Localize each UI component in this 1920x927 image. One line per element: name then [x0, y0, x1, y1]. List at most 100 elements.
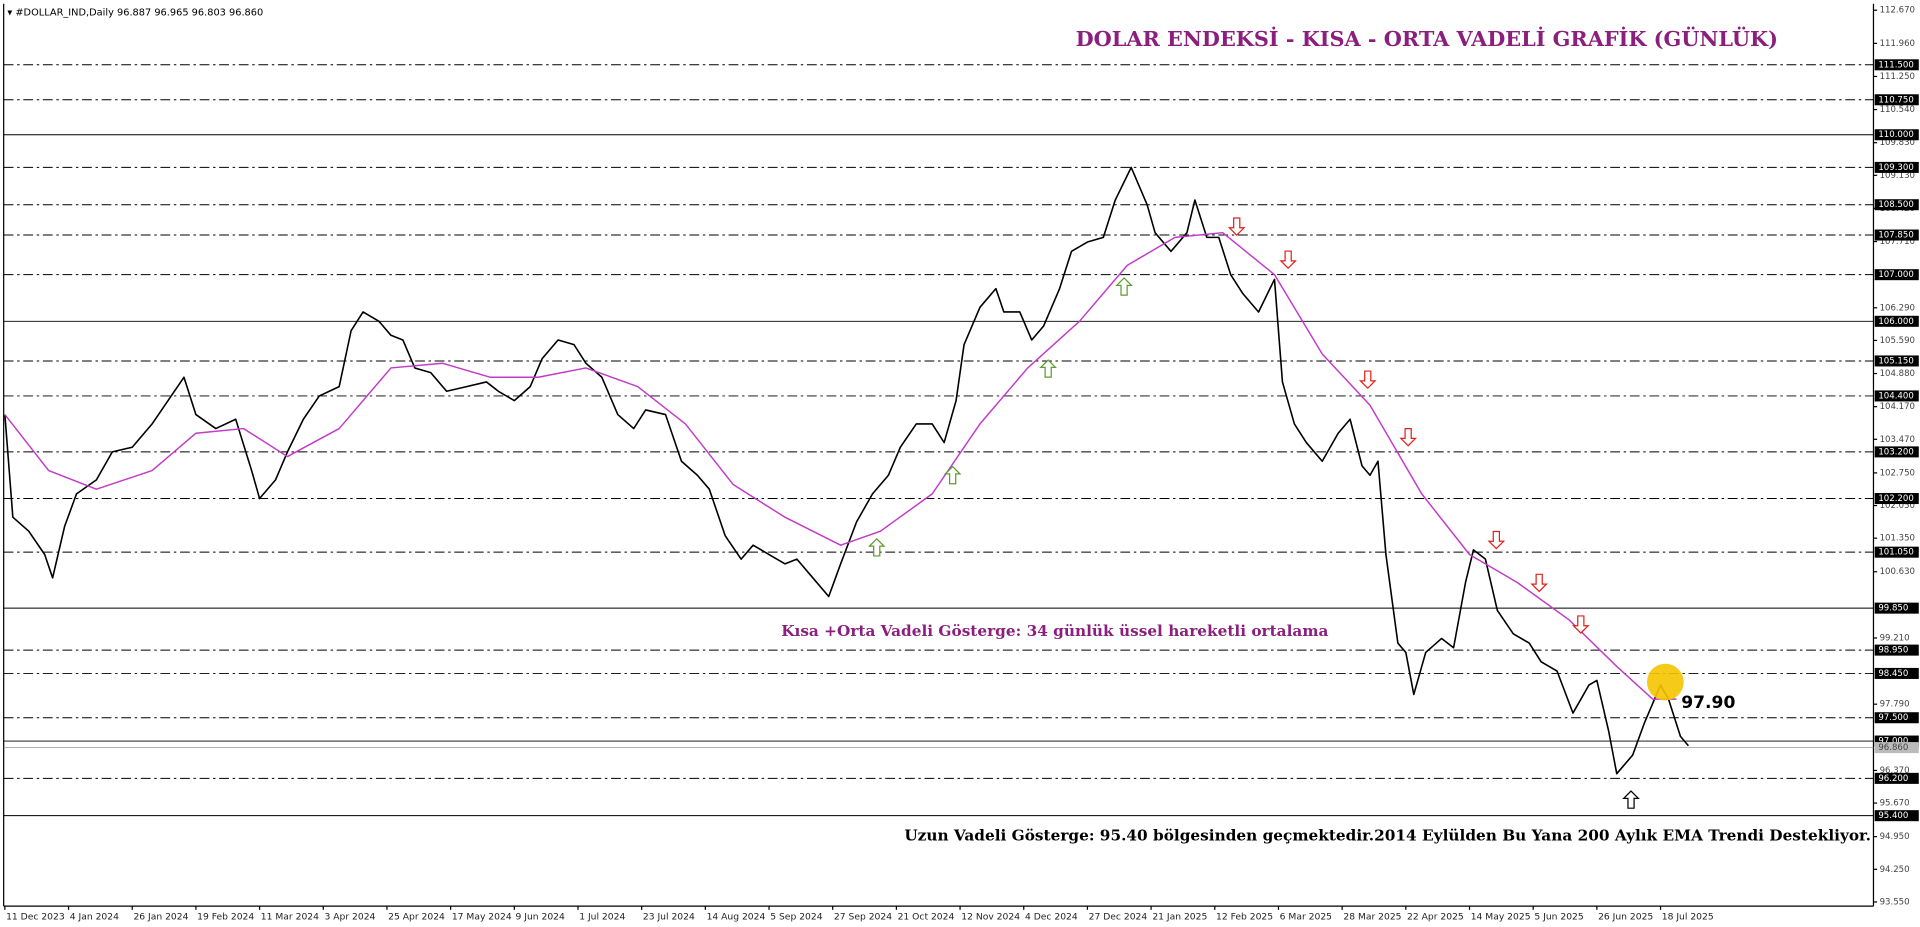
level-label: 96.200	[1878, 774, 1908, 784]
x-tick-label: 25 Apr 2024	[388, 912, 445, 923]
level-label: 101.050	[1878, 548, 1913, 558]
x-tick-label: 18 Jul 2025	[1662, 912, 1714, 923]
x-tick-label: 27 Dec 2024	[1089, 912, 1148, 923]
y-tick-label: 101.350	[1880, 534, 1915, 544]
y-tick-label: 95.670	[1880, 799, 1910, 809]
y-tick-label: 105.590	[1880, 336, 1915, 346]
x-tick-label: 3 Apr 2024	[324, 912, 375, 923]
y-tick-label: 112.670	[1880, 6, 1915, 16]
y-tick-label: 99.210	[1880, 633, 1910, 643]
x-tick-label: 5 Sep 2024	[770, 912, 822, 923]
level-label-box	[1874, 602, 1919, 614]
level-label: 110.000	[1878, 130, 1913, 140]
x-tick-label: 11 Dec 2023	[6, 912, 65, 923]
down-arrow	[1227, 217, 1246, 236]
x-tick-label: 27 Sep 2024	[834, 912, 892, 923]
down-arrow	[1571, 615, 1590, 634]
level-label-box	[1874, 446, 1919, 458]
x-tick-label: 12 Nov 2024	[961, 912, 1020, 923]
level-label-box	[1874, 735, 1919, 747]
x-axis: 11 Dec 2023 4 Jan 2024 26 Jan 2024 19 Feb 2…	[4, 906, 1714, 923]
x-tick-label: 19 Feb 2024	[197, 912, 254, 923]
up-arrow	[943, 465, 962, 485]
level-label-box	[1874, 161, 1919, 173]
chart-header: ▾ #DOLLAR_IND,Daily 96.887 96.965 96.803…	[7, 7, 263, 18]
x-tick-label: 23 Jul 2024	[643, 912, 695, 923]
x-tick-label: 14 May 2025	[1471, 912, 1531, 923]
x-tick-label: 9 Jun 2024	[516, 912, 566, 923]
down-arrow	[1279, 250, 1297, 270]
level-label: 107.850	[1878, 231, 1913, 241]
last-price-box	[1874, 742, 1919, 754]
level-label-box	[1874, 269, 1919, 281]
y-tick-label: 109.130	[1880, 171, 1915, 181]
down-arrow	[1487, 530, 1506, 550]
level-label: 110.750	[1878, 95, 1913, 105]
level-label: 109.300	[1878, 163, 1913, 173]
level-label-box	[1874, 667, 1919, 679]
up-arrow	[1039, 359, 1057, 378]
series-line	[4, 231, 1677, 700]
down-arrow	[1530, 573, 1549, 593]
up-arrow	[1622, 790, 1640, 809]
series-line	[4, 166, 1690, 775]
y-tick-label: 104.170	[1880, 402, 1915, 412]
level-label: 99.850	[1878, 604, 1908, 614]
level-label-box	[1874, 493, 1919, 505]
level-label-box	[1874, 644, 1919, 656]
y-tick-label: 94.950	[1880, 832, 1910, 842]
level-label: 104.400	[1878, 391, 1913, 401]
x-tick-label: 21 Oct 2024	[898, 912, 955, 923]
x-tick-label: 28 Mar 2025	[1343, 912, 1401, 923]
x-tick-label: 21 Jan 2025	[1152, 912, 1207, 923]
plot	[4, 166, 1690, 775]
level-label: 106.000	[1878, 317, 1913, 327]
x-tick-label: 11 Mar 2024	[261, 912, 319, 923]
level-label-box	[1874, 199, 1919, 211]
y-tick-label: 104.880	[1880, 369, 1915, 379]
last-price-label: 96.860	[1878, 743, 1908, 753]
y-tick-label: 96.370	[1880, 766, 1910, 776]
level-label: 103.200	[1878, 447, 1913, 457]
y-tick-label: 111.960	[1880, 39, 1915, 49]
y-tick-label: 93.550	[1880, 897, 1910, 907]
level-label: 97.500	[1878, 713, 1908, 723]
x-tick-label: 17 May 2024	[452, 912, 512, 923]
level-label-box	[1874, 315, 1919, 327]
y-tick-label: 102.050	[1880, 501, 1915, 511]
annotation: Kısa +Orta Vadeli Gösterge: 34 günlük üs…	[781, 622, 1328, 640]
level-label-box	[1874, 810, 1919, 822]
y-tick-label: 102.750	[1880, 468, 1915, 478]
level-label-box	[1874, 59, 1919, 71]
y-tick-label: 109.830	[1880, 138, 1915, 148]
level-label-box	[1874, 229, 1919, 241]
x-tick-label: 14 Aug 2024	[707, 912, 766, 923]
x-tick-label: 4 Dec 2024	[1025, 912, 1078, 923]
y-tick-label: 94.250	[1880, 865, 1910, 875]
level-label: 108.500	[1878, 200, 1913, 210]
level-label-box	[1874, 94, 1919, 106]
level-label: 111.500	[1878, 60, 1913, 70]
y-tick-label: 106.290	[1880, 303, 1915, 313]
level-label-box	[1874, 129, 1919, 141]
level-label: 95.400	[1878, 811, 1908, 821]
level-label-box	[1874, 390, 1919, 402]
level-label: 105.150	[1878, 356, 1913, 366]
y-tick-label: 111.250	[1880, 72, 1915, 82]
level-label-box	[1874, 712, 1919, 724]
chart-title: DOLAR ENDEKSİ - KISA - ORTA VADELİ GRAFİ…	[1076, 26, 1778, 51]
level-label-box	[1874, 772, 1919, 784]
y-axis: 112.670 111.960 111.250 110.540 109.830 109.1…	[1873, 6, 1919, 907]
level-label: 97.000	[1878, 737, 1908, 747]
y-tick-label: 100.630	[1880, 567, 1915, 577]
signal-arrows	[867, 217, 1640, 809]
level-label: 98.450	[1878, 669, 1908, 679]
x-tick-label: 22 Apr 2025	[1407, 912, 1464, 923]
down-arrow	[1399, 427, 1417, 447]
up-arrow	[867, 537, 886, 557]
x-tick-label: 5 Jun 2025	[1534, 912, 1584, 923]
price-callout: 97.90	[1681, 693, 1735, 713]
highlight-circle	[1646, 663, 1684, 701]
